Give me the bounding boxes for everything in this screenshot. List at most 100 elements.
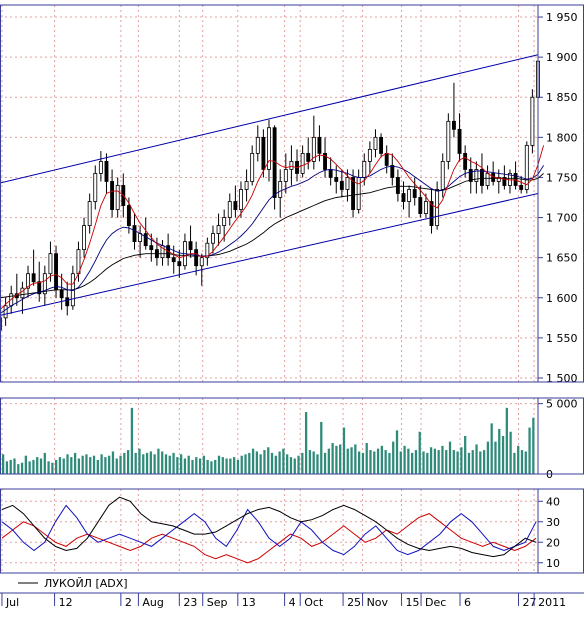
volume-bar [342,427,346,474]
volume-bar [81,455,84,474]
volume-bar [217,455,221,474]
candle-body [149,245,154,251]
volume-bar [384,450,387,474]
candle-body [26,273,30,289]
volume-bar [505,407,508,474]
volume-bar [168,455,171,474]
volume-bar [278,451,281,474]
volume-bar [240,455,243,474]
volume-bar [304,412,308,474]
volume-bar [221,457,224,474]
candle-body [104,161,109,182]
y-tick-label: 1 900 [546,51,578,64]
candle-body [351,177,356,210]
volume-bar [55,459,58,474]
candle-body [373,136,378,150]
volume-bar [437,450,440,474]
legend-label: ЛУКОЙЛ [ADX] [44,577,128,590]
y-tick-label: 5 000 [546,398,578,411]
volume-bar [369,450,372,474]
volume-bar [47,461,50,474]
volume-bar [172,452,175,474]
volume-bar [301,452,304,474]
di-minus-line [1,513,537,564]
candle-body [255,136,260,154]
x-tick-label: 15 [406,596,420,609]
volume-bar [361,452,365,474]
candle-body [211,233,215,244]
volume-bar [96,459,99,474]
ma-slow-line [0,173,544,299]
candle-body [502,177,507,186]
candle-body [457,128,462,154]
y-tick-label: 1 850 [546,91,578,104]
x-axis: Jul 12 2 Aug 23 Sep 13 4 Oct 25 Nov 15 Dec 6 27 2011 [0,582,584,609]
volume-bar [308,450,312,474]
volume-bar [286,454,289,474]
x-tick-label: 25 [347,596,361,609]
volume-bar [414,450,418,474]
candle-body [250,152,255,182]
candle-body [328,169,333,178]
volume-bar [134,452,137,474]
volume-bar [331,443,334,474]
volume-bar [263,450,266,474]
candle-body [524,144,529,190]
volume-bar [126,450,130,474]
volume-bar [411,452,414,474]
volume-bar [490,423,493,474]
volume-bar [255,451,259,474]
adx-line [1,496,537,558]
volume-bar [73,452,77,474]
volume-bar [373,451,376,474]
candle-body [227,201,232,218]
volume-bar [210,461,213,474]
candle-body [199,257,204,267]
candle-body [65,297,70,307]
volume-bar [104,457,107,474]
volume-bar [62,458,65,474]
volume-bar [142,454,145,474]
x-tick-label: Oct [304,596,324,609]
volume-bar [51,462,54,474]
candle-body [401,193,406,202]
volume-bar [100,454,103,474]
candle-body [289,161,294,170]
volume-bar [149,451,152,474]
candle-body [93,173,98,202]
volume-bar [259,454,262,474]
volume-bar [422,451,425,474]
volume-bar [244,454,247,474]
y-tick-label: 1 650 [546,252,578,265]
volume-bar [316,454,319,474]
volume-bar [433,448,437,474]
volume-bar [115,458,118,474]
volume-bar [445,450,448,474]
volume-bar [270,452,274,474]
candle-body [468,169,473,182]
volume-bar [13,458,16,474]
candle-body [115,185,120,210]
volume-bar [479,451,482,474]
candle-body [205,242,210,259]
volume-bar [119,455,122,474]
volume-bar [180,454,183,474]
volume-bar [28,461,31,474]
candle-body [222,217,227,226]
volume-bar [388,452,391,474]
candle-body [132,225,137,243]
candle-body [31,273,36,283]
channel-upper-line [0,54,539,184]
candle-body [283,169,288,182]
volume-bar [524,451,527,474]
x-tick-label: 4 [289,596,296,609]
volume-bar [358,451,361,474]
price-panel: 1 500 1 550 1 600 1 650 1 700 1 750 1 800 1 850… [0,4,584,385]
volume-bar [323,452,327,474]
candle-body [171,257,176,263]
candle-body [463,152,468,170]
volume-bar [233,457,236,474]
volume-bar [267,447,270,474]
x-tick-label: 2011 [538,596,566,609]
volume-bar [108,455,111,474]
